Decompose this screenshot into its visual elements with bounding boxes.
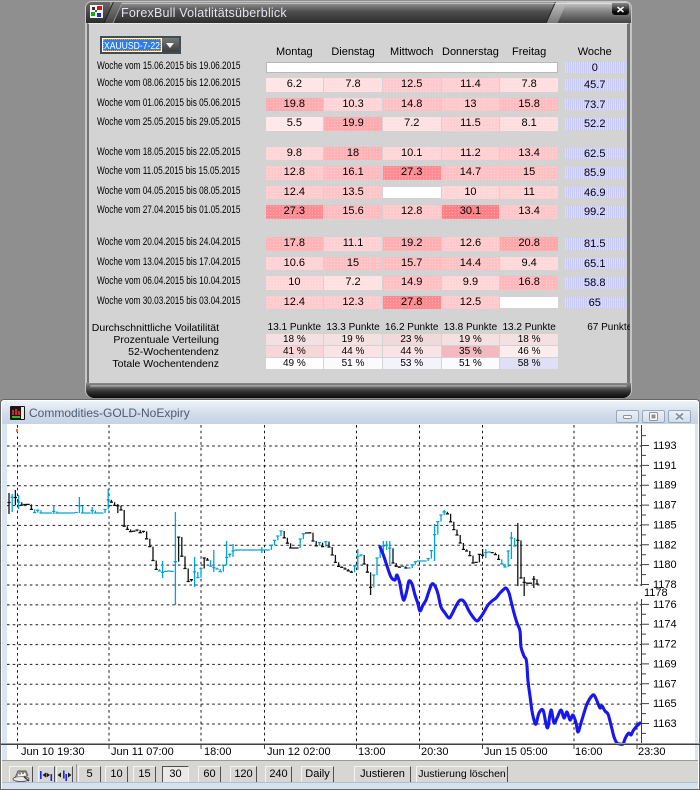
svg-text:1165: 1165 [653,698,677,710]
svg-text:23:30: 23:30 [638,746,666,758]
svg-text:1178: 1178 [644,587,668,599]
svg-text:1187: 1187 [653,500,677,512]
svg-text:1189: 1189 [653,480,677,492]
svg-text:Jun 10 19:30: Jun 10 19:30 [21,746,85,758]
svg-text:1191: 1191 [653,460,677,472]
svg-text:1167: 1167 [653,678,677,690]
svg-text:1178: 1178 [653,579,677,591]
svg-text:1185: 1185 [653,519,677,531]
svg-text:18:00: 18:00 [204,746,232,758]
svg-text:1182: 1182 [653,539,677,551]
svg-text:13:00: 13:00 [358,746,386,758]
svg-text:1193: 1193 [653,440,677,452]
svg-text:1176: 1176 [653,599,677,611]
svg-text:1180: 1180 [653,559,677,571]
svg-text:1163: 1163 [653,718,677,730]
svg-text:1172: 1172 [653,639,677,651]
svg-text:1174: 1174 [653,619,677,631]
svg-text:1169: 1169 [653,658,677,670]
svg-text:Jun 12 02:00: Jun 12 02:00 [267,746,331,758]
svg-text:Jun 15 05:00: Jun 15 05:00 [484,746,548,758]
svg-text:Jun 11 07:00: Jun 11 07:00 [111,746,174,758]
svg-text:16:00: 16:00 [575,746,603,758]
svg-text:20:30: 20:30 [421,746,449,758]
